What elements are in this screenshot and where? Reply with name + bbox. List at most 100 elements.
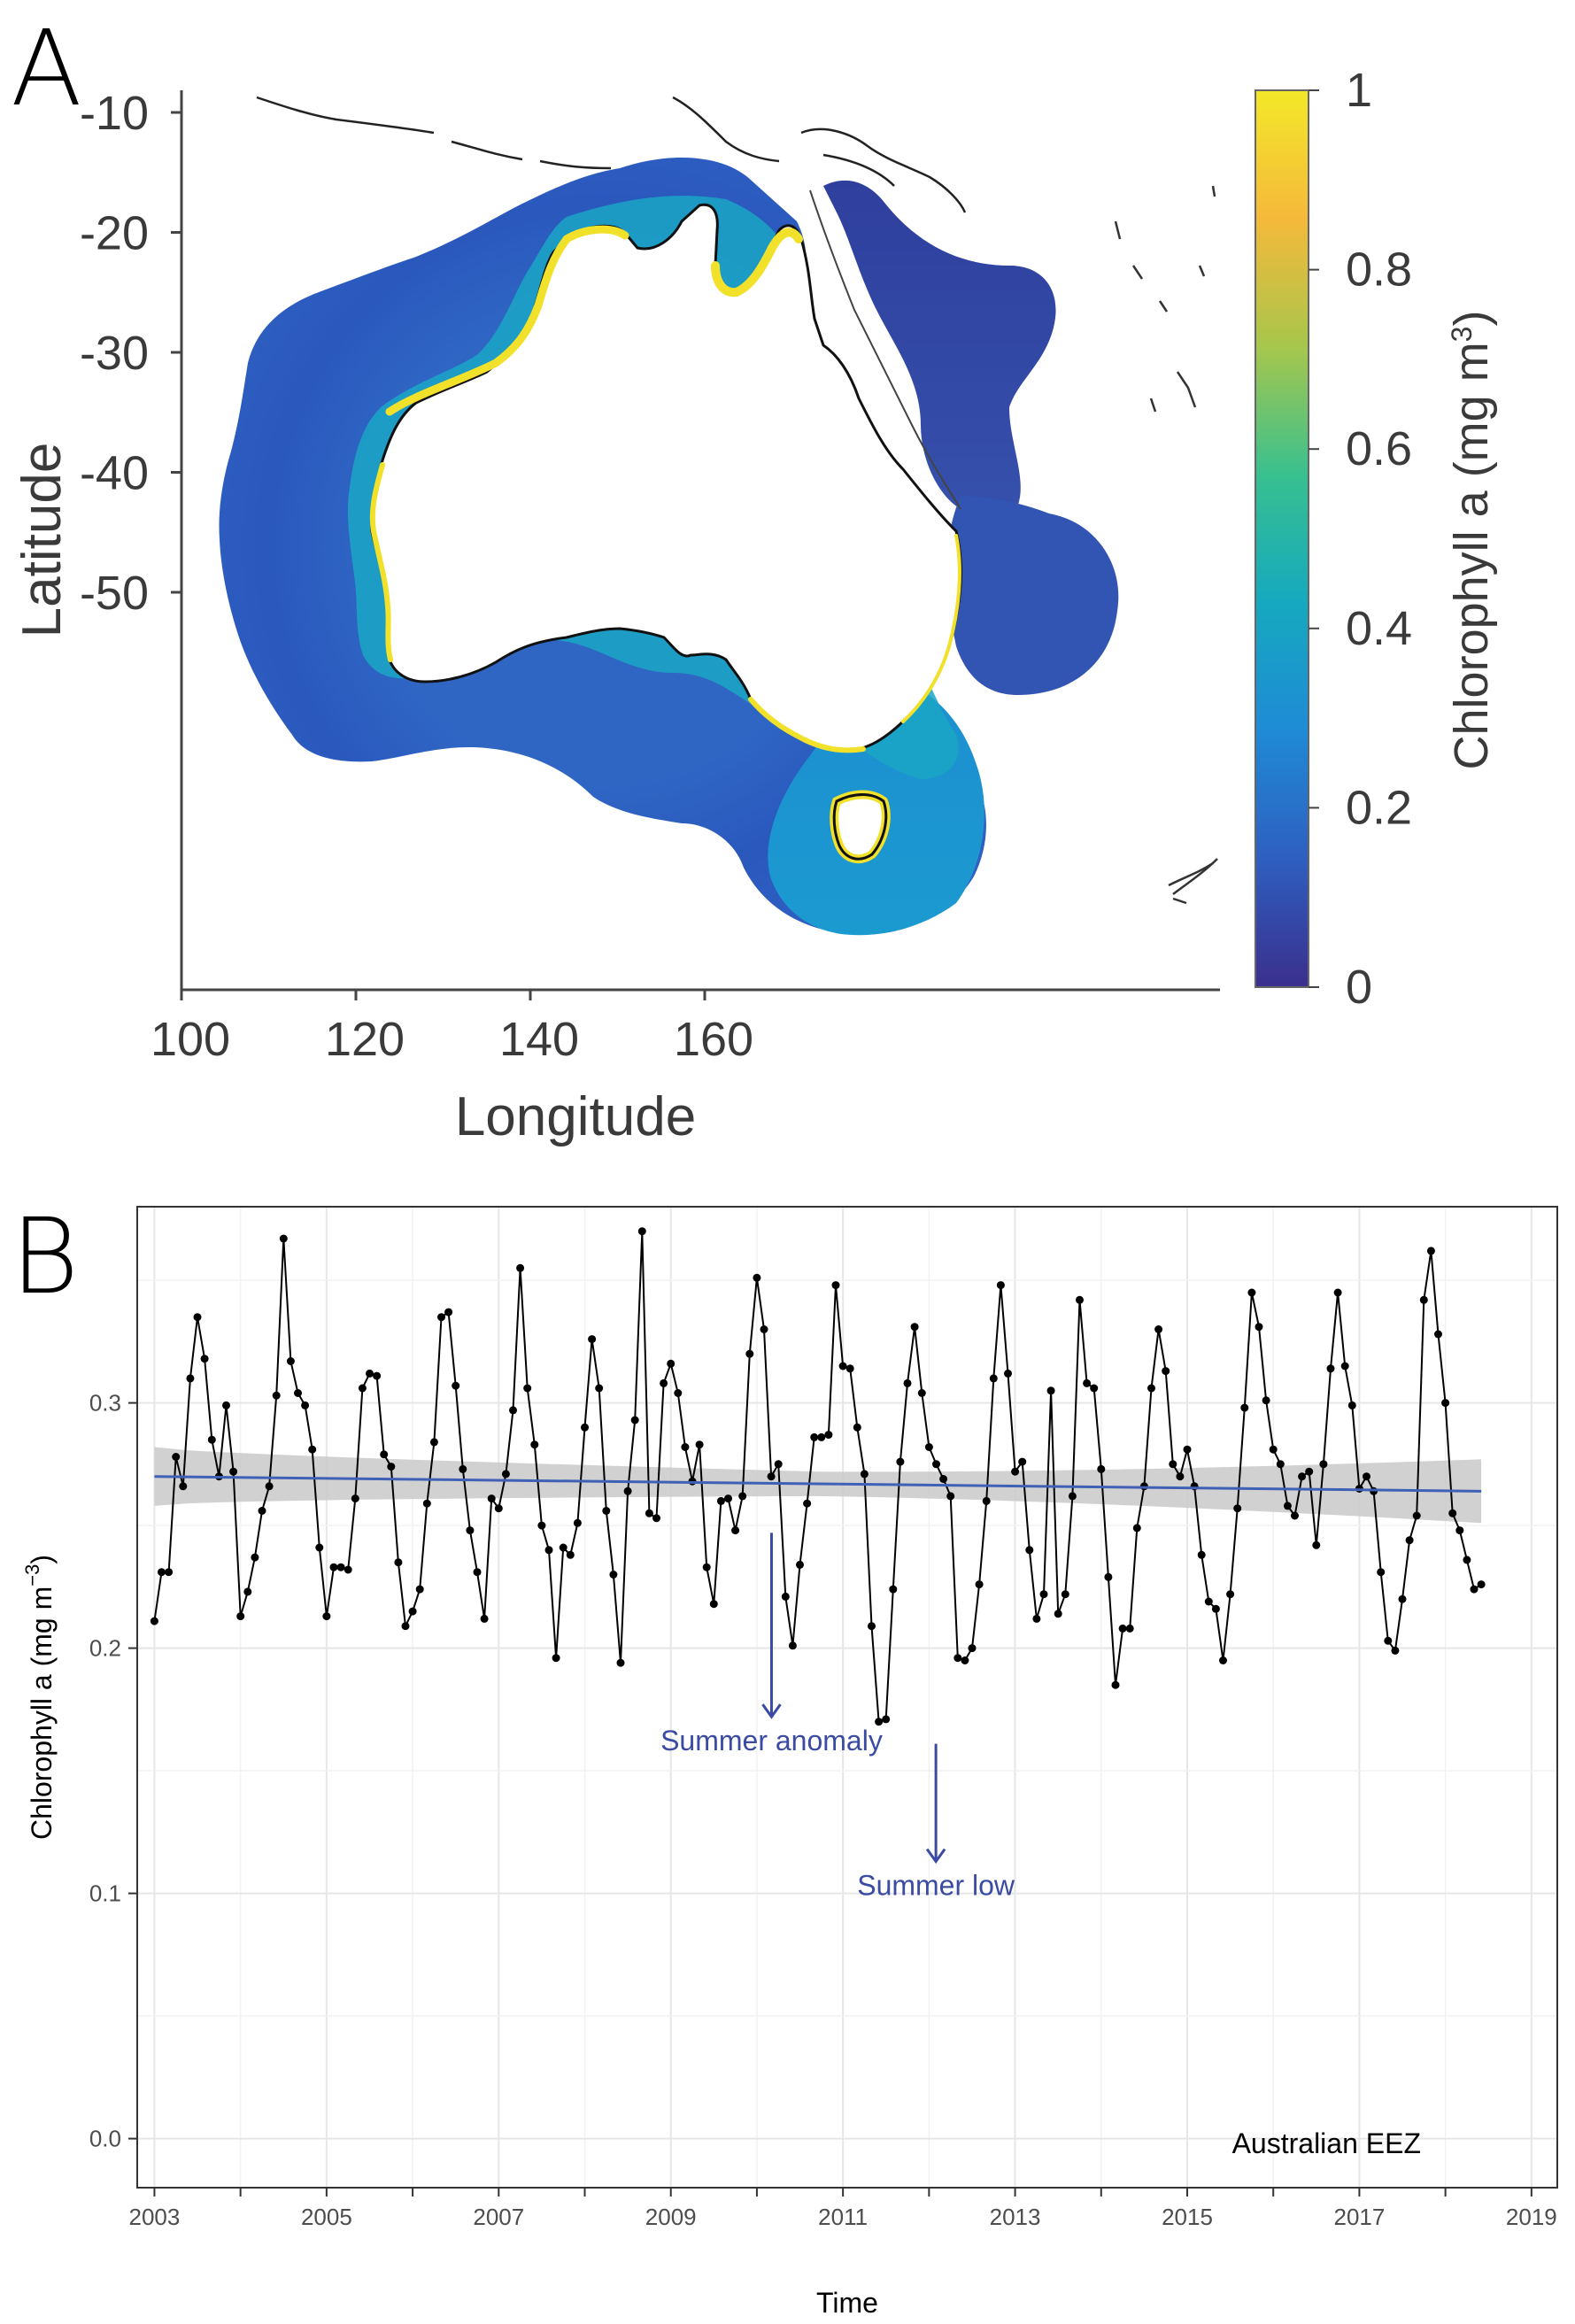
data-point	[1262, 1396, 1270, 1405]
x-tick-label: 2015	[1162, 2204, 1213, 2230]
y-tick-label: 0.3	[89, 1390, 121, 1417]
data-point	[1039, 1590, 1048, 1599]
data-point	[494, 1504, 503, 1513]
data-point	[630, 1416, 639, 1425]
data-point	[996, 1281, 1005, 1290]
data-point	[1455, 1526, 1464, 1535]
data-point	[1470, 1585, 1478, 1594]
data-point	[716, 1496, 725, 1505]
data-point	[1183, 1445, 1192, 1454]
data-point	[1090, 1384, 1099, 1393]
data-point	[200, 1355, 209, 1363]
colorbar-tick-label: 0.8	[1346, 243, 1412, 297]
colorbar-ticks: 1 0.8 0.6 0.4 0.2 0	[1309, 64, 1412, 1014]
data-point	[1097, 1464, 1106, 1473]
x-tick-label: 2007	[473, 2204, 524, 2230]
data-point	[373, 1371, 382, 1380]
data-point	[251, 1553, 259, 1562]
x-axis-label: Time	[816, 2287, 878, 2319]
data-point	[753, 1273, 761, 1282]
data-point	[1412, 1511, 1421, 1520]
data-point	[179, 1482, 188, 1491]
map-x-tick-label: 120	[325, 1013, 405, 1066]
data-point	[838, 1362, 847, 1370]
data-point	[932, 1460, 940, 1469]
data-point	[329, 1563, 338, 1571]
data-point	[616, 1658, 625, 1667]
x-tick-label: 2013	[990, 2204, 1041, 2230]
data-point	[709, 1600, 718, 1609]
data-point	[975, 1580, 984, 1589]
data-point	[939, 1475, 948, 1483]
x-tick-label: 2019	[1506, 2204, 1557, 2230]
annotation-arrowhead	[761, 1703, 782, 1719]
data-point	[344, 1565, 352, 1574]
data-point	[1169, 1460, 1177, 1469]
data-point	[1448, 1509, 1457, 1517]
data-point	[796, 1560, 804, 1569]
map-x-tick-label: 100	[151, 1013, 230, 1066]
data-point	[172, 1453, 181, 1461]
data-point	[1363, 1472, 1370, 1481]
data-point	[1240, 1403, 1249, 1412]
data-point	[1018, 1457, 1027, 1466]
data-point	[1083, 1378, 1092, 1387]
data-point	[1154, 1325, 1163, 1333]
data-point	[1333, 1288, 1342, 1297]
annotation-label: Summer anomaly	[660, 1725, 883, 1757]
data-point	[473, 1568, 482, 1577]
colorbar-label: Chlorophyll a (mg m3)	[1445, 311, 1498, 770]
map-y-ticks: -10 -20 -30 -40 -50	[80, 87, 181, 620]
data-point	[429, 1438, 438, 1447]
data-point	[953, 1654, 962, 1663]
data-point	[509, 1406, 517, 1415]
data-point	[1298, 1472, 1307, 1481]
data-point	[645, 1509, 653, 1517]
data-point	[573, 1518, 582, 1527]
map-area	[219, 96, 1218, 936]
data-point	[466, 1526, 475, 1535]
y-tick-label: 0.1	[89, 1880, 121, 1907]
colorbar	[1255, 89, 1309, 988]
data-point	[243, 1587, 252, 1596]
data-point	[1347, 1401, 1356, 1409]
map-x-tick-label: 160	[674, 1013, 753, 1066]
data-point	[516, 1263, 525, 1272]
data-point	[422, 1499, 431, 1508]
data-point	[301, 1401, 310, 1409]
map-x-ticks: 100 120 140 160	[151, 990, 753, 1066]
data-point	[602, 1507, 611, 1515]
data-point	[1326, 1364, 1335, 1373]
data-point	[1269, 1445, 1278, 1454]
data-point	[351, 1494, 359, 1503]
data-point	[803, 1499, 812, 1508]
data-point	[544, 1546, 553, 1555]
coast-high-chl-northwest	[385, 225, 629, 416]
map-x-axis-label: Longitude	[455, 1086, 696, 1147]
data-point	[961, 1656, 969, 1664]
data-point	[1054, 1610, 1062, 1618]
data-point	[1477, 1580, 1486, 1589]
data-point	[875, 1718, 884, 1726]
data-point	[1162, 1367, 1170, 1376]
tasmania-coastline	[832, 793, 888, 861]
x-axis-ticks: 2003 2005 2007 2009 2011 2013 2015 2017 2019	[129, 2188, 1557, 2230]
data-point	[315, 1543, 324, 1552]
data-point	[236, 1612, 245, 1621]
data-point	[1340, 1362, 1349, 1370]
data-point	[1419, 1295, 1428, 1304]
data-point	[1283, 1502, 1292, 1510]
data-point	[1312, 1540, 1321, 1549]
data-point	[810, 1432, 819, 1441]
coast-high-chl-south	[748, 697, 866, 753]
data-point	[868, 1622, 876, 1631]
data-point	[1068, 1492, 1077, 1501]
data-point	[660, 1378, 668, 1387]
data-point	[824, 1431, 833, 1440]
data-point	[738, 1492, 747, 1501]
data-point	[882, 1715, 891, 1724]
data-point	[380, 1450, 389, 1459]
data-point	[408, 1607, 417, 1616]
x-tick-label: 2005	[301, 2204, 352, 2230]
grid	[137, 1207, 1557, 2188]
